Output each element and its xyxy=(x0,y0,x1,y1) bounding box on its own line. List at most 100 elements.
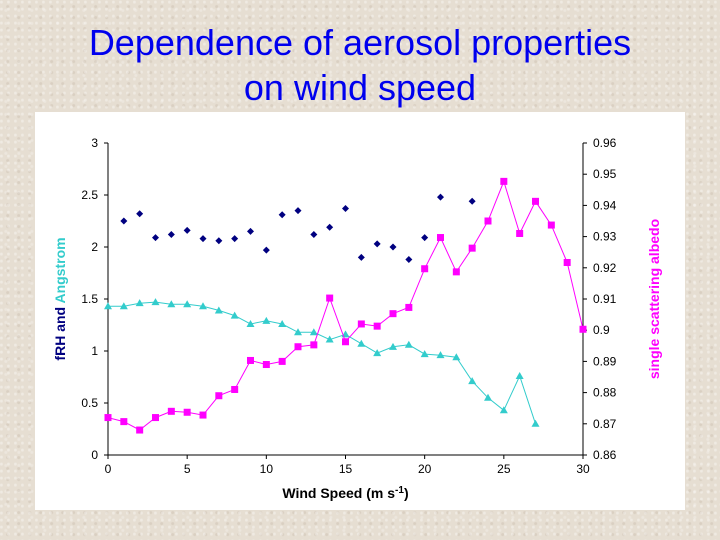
angstrom-point xyxy=(278,319,287,327)
ssa-point xyxy=(167,407,175,415)
ssa-point xyxy=(342,338,349,346)
y-left-tick-label: 3 xyxy=(91,136,98,150)
frh-point xyxy=(247,227,254,235)
axis-labels: Wind Speed (m s-1) fRH and Angstrom single… xyxy=(52,219,662,501)
y-right-tick-label: 0.9 xyxy=(593,323,610,337)
angstrom-point xyxy=(404,340,413,348)
y-right-tick-label: 0.87 xyxy=(593,417,617,431)
y-left-tick-label: 0.5 xyxy=(81,396,98,410)
slide-title-line-2: on wind speed xyxy=(243,67,477,108)
ssa-point xyxy=(579,325,587,333)
y-right-tick-label: 0.89 xyxy=(593,354,617,368)
frh-point xyxy=(136,210,144,218)
axes: 0 5 10 15 20 25 30 0 0.5 1 1.5 2 2.5 3 0.86 0.87 0.88 0.8… xyxy=(81,136,616,476)
ssa-point xyxy=(326,294,334,302)
angstrom-point xyxy=(135,299,144,307)
angstrom-point xyxy=(468,377,477,385)
ssa-point xyxy=(547,221,555,229)
ssa-point xyxy=(136,426,144,434)
y-right-tick-label: 0.88 xyxy=(593,386,617,400)
ssa-point xyxy=(357,320,365,328)
y-right-tick-label: 0.93 xyxy=(593,230,617,244)
frh-point xyxy=(231,235,239,243)
y-left-tick-label: 2.5 xyxy=(81,188,98,202)
angstrom-point xyxy=(309,328,318,336)
angstrom-point xyxy=(230,311,239,319)
y-right-tick-label: 0.95 xyxy=(593,167,617,181)
ssa-point xyxy=(152,414,159,422)
ssa-point xyxy=(563,258,571,266)
ssa-point xyxy=(104,414,112,422)
x-axis-title: Wind Speed (m s-1) xyxy=(282,485,408,501)
y-right-tick-label: 0.94 xyxy=(593,198,617,212)
ssa-point xyxy=(278,357,286,365)
frh-point xyxy=(310,231,318,239)
frh-point xyxy=(294,207,302,215)
y-left-tick-label: 0 xyxy=(91,448,98,462)
y-right-tick-label: 0.92 xyxy=(593,261,617,275)
ssa-point xyxy=(452,268,460,276)
frh-point xyxy=(468,197,476,205)
angstrom-point xyxy=(484,393,492,401)
angstrom-point xyxy=(214,306,223,314)
angstrom-point xyxy=(436,351,445,359)
frh-point xyxy=(167,231,175,239)
ssa-point xyxy=(468,244,476,252)
angstrom-point xyxy=(420,350,429,358)
frh-point xyxy=(357,253,365,261)
angstrom-point xyxy=(246,319,255,327)
angstrom-point xyxy=(515,371,524,379)
chart: 0 5 10 15 20 25 30 0 0.5 1 1.5 2 2.5 3 0.86 0.87 0.88 0.8… xyxy=(52,136,662,501)
frh-point xyxy=(389,243,397,251)
ssa-point xyxy=(516,229,524,237)
ssa-point xyxy=(199,411,207,419)
plot-area xyxy=(104,177,587,434)
angstrom-point xyxy=(183,300,192,308)
y-axis-right-title: single scattering albedo xyxy=(646,219,662,379)
ssa-point xyxy=(183,408,191,416)
x-tick-label: 10 xyxy=(260,462,274,476)
frh-point xyxy=(199,235,207,243)
slide-title-line-1: Dependence of aerosol properties xyxy=(88,22,632,63)
angstrom-line xyxy=(108,301,536,424)
angstrom-point xyxy=(389,342,397,350)
frh-point xyxy=(326,223,334,231)
angstrom-point xyxy=(151,298,160,306)
ssa-point xyxy=(405,303,413,311)
ssa-point xyxy=(389,310,397,318)
ssa-point xyxy=(484,217,492,225)
ssa-point xyxy=(373,322,381,330)
angstrom-point xyxy=(104,302,112,310)
ssa-point xyxy=(294,343,302,351)
angstrom-point xyxy=(452,353,461,361)
angstrom-point xyxy=(199,302,207,310)
frh-point xyxy=(437,193,444,201)
x-tick-label: 20 xyxy=(418,462,432,476)
ssa-point xyxy=(247,356,254,364)
y-left-tick-label: 2 xyxy=(91,240,98,254)
ssa-point xyxy=(120,418,128,426)
y-axis-left-title: fRH and Angstrom xyxy=(52,237,68,360)
ssa-point xyxy=(500,177,508,185)
ssa-point xyxy=(231,385,239,393)
frh-point xyxy=(342,205,349,213)
angstrom-point xyxy=(357,339,366,347)
ssa-point xyxy=(421,265,429,273)
y-right-tick-label: 0.96 xyxy=(593,136,617,150)
angstrom-point xyxy=(373,349,382,357)
x-tick-label: 0 xyxy=(105,462,112,476)
frh-point xyxy=(373,240,381,248)
x-tick-label: 30 xyxy=(576,462,590,476)
y-right-tick-label: 0.86 xyxy=(593,448,617,462)
ssa-point xyxy=(532,197,539,205)
x-tick-label: 25 xyxy=(497,462,511,476)
angstrom-point xyxy=(167,300,176,308)
angstrom-point xyxy=(325,335,334,343)
ssa-point xyxy=(437,234,444,242)
frh-point xyxy=(183,226,191,234)
y-left-tick-label: 1.5 xyxy=(81,292,98,306)
frh-point xyxy=(405,255,413,263)
slide-title: Dependence of aerosol properties on wind… xyxy=(0,20,720,110)
angstrom-point xyxy=(294,328,302,336)
ssa-point xyxy=(215,392,223,400)
